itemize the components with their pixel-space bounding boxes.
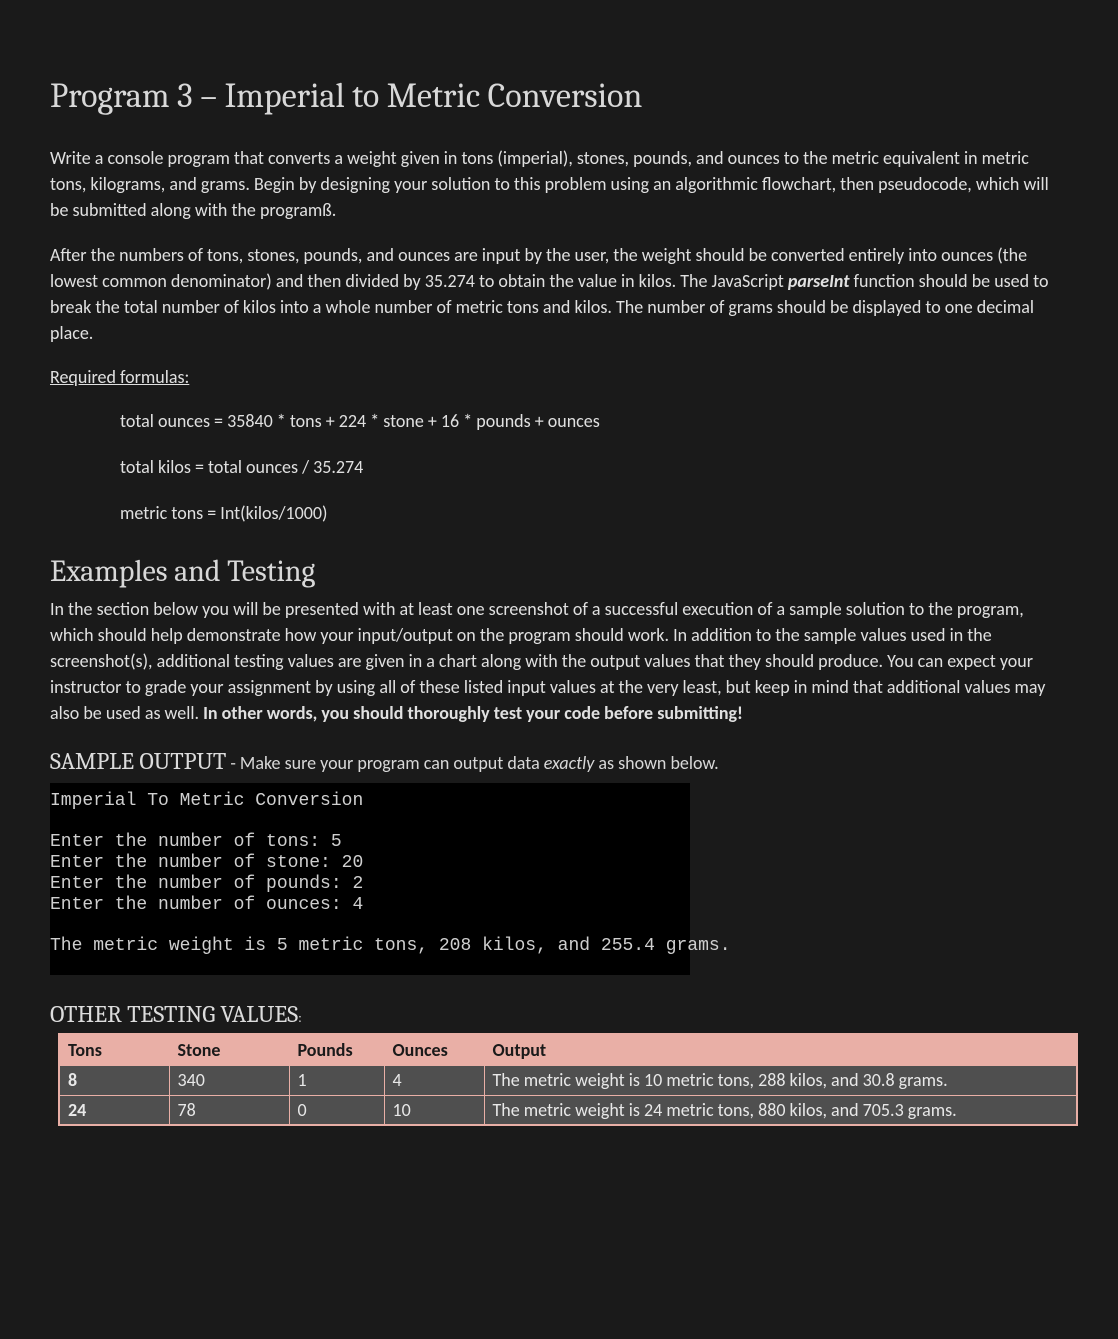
table-body: 8 340 1 4 The metric weight is 10 metric… [59, 1066, 1077, 1125]
other-testing-label-line: OTHER TESTING VALUES: [50, 997, 1068, 1032]
sample-output-label: SAMPLE OUTPUT [50, 747, 226, 775]
sample-output-note-a: - Make sure your program can output data [226, 752, 543, 774]
examples-heading: Examples and Testing [50, 550, 1068, 594]
formula-1: total ounces = 35840 * tons + 224 * ston… [120, 408, 1068, 434]
col-tons: Tons [59, 1034, 169, 1066]
sample-output-note-b: as shown below. [594, 752, 718, 774]
examples-text-bold: In other words, you should thoroughly te… [203, 702, 743, 724]
intro-paragraph-1: Write a console program that converts a … [50, 145, 1068, 223]
examples-paragraph: In the section below you will be present… [50, 596, 1068, 726]
cell-ounces: 4 [384, 1066, 484, 1095]
parseint-keyword: parseInt [788, 270, 850, 292]
cell-output: The metric weight is 24 metric tons, 880… [484, 1095, 1077, 1125]
page-title: Program 3 – Imperial to Metric Conversio… [50, 72, 1068, 121]
col-ounces: Ounces [384, 1034, 484, 1066]
col-output: Output [484, 1034, 1077, 1066]
formula-3: metric tons = Int(kilos/1000) [120, 500, 1068, 526]
cell-pounds: 1 [289, 1066, 384, 1095]
col-pounds: Pounds [289, 1034, 384, 1066]
required-formulas-label: Required formulas: [50, 364, 1068, 390]
console-output: Imperial To Metric Conversion Enter the … [50, 783, 690, 975]
testing-values-table: Tons Stone Pounds Ounces Output 8 340 1 … [58, 1033, 1078, 1125]
sample-output-note-italic: exactly [544, 752, 595, 774]
col-stone: Stone [169, 1034, 289, 1066]
page-container: Program 3 – Imperial to Metric Conversio… [0, 0, 1118, 1339]
formula-2: total kilos = total ounces / 35.274 [120, 454, 1068, 480]
other-testing-colon: : [298, 1009, 302, 1026]
cell-tons: 24 [59, 1095, 169, 1125]
table-row: 24 78 0 10 The metric weight is 24 metri… [59, 1095, 1077, 1125]
formulas-block: total ounces = 35840 * tons + 224 * ston… [50, 408, 1068, 526]
other-testing-label: OTHER TESTING VALUES [50, 1000, 298, 1028]
cell-stone: 78 [169, 1095, 289, 1125]
table-head: Tons Stone Pounds Ounces Output [59, 1034, 1077, 1066]
table-row: 8 340 1 4 The metric weight is 10 metric… [59, 1066, 1077, 1095]
cell-pounds: 0 [289, 1095, 384, 1125]
cell-stone: 340 [169, 1066, 289, 1095]
cell-output: The metric weight is 10 metric tons, 288… [484, 1066, 1077, 1095]
table-header-row: Tons Stone Pounds Ounces Output [59, 1034, 1077, 1066]
intro-paragraph-2: After the numbers of tons, stones, pound… [50, 242, 1068, 346]
cell-tons: 8 [59, 1066, 169, 1095]
cell-ounces: 10 [384, 1095, 484, 1125]
sample-output-line: SAMPLE OUTPUT - Make sure your program c… [50, 744, 1068, 779]
